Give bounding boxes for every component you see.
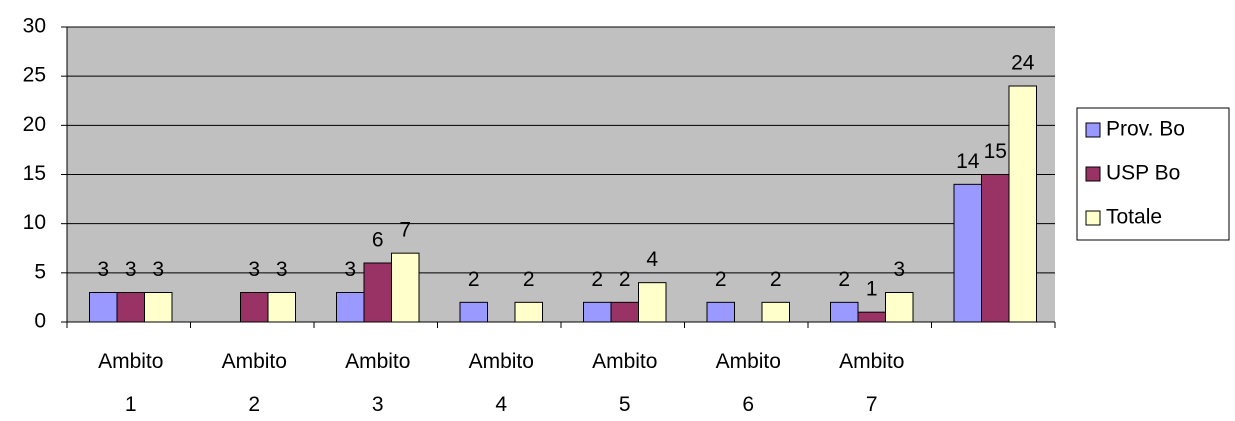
legend-swatch bbox=[1085, 166, 1101, 182]
x-tick-label: Ambito 6 bbox=[716, 350, 781, 416]
x-tick-label: Ambito 1 bbox=[98, 350, 163, 416]
bar bbox=[459, 301, 488, 323]
y-tick-label: 0 bbox=[34, 310, 46, 333]
y-tick-label: 15 bbox=[23, 162, 46, 185]
bar bbox=[144, 292, 173, 323]
y-tick-label: 25 bbox=[23, 64, 46, 87]
legend-label: USP Bo bbox=[1106, 162, 1180, 185]
bar bbox=[857, 311, 886, 323]
x-tick-label: Ambito 3 bbox=[345, 350, 410, 416]
bar bbox=[706, 301, 735, 323]
data-label: 4 bbox=[646, 248, 658, 271]
bar bbox=[514, 301, 543, 323]
bar bbox=[981, 174, 1010, 323]
bar bbox=[89, 292, 118, 323]
data-label: 3 bbox=[344, 258, 356, 281]
x-tick-label: Ambito 2 bbox=[222, 350, 287, 416]
bar bbox=[638, 282, 667, 323]
data-label: 2 bbox=[591, 268, 603, 291]
data-label: 3 bbox=[893, 258, 905, 281]
data-label: 2 bbox=[523, 268, 535, 291]
legend bbox=[1076, 107, 1230, 241]
y-tick-label: 10 bbox=[23, 211, 46, 234]
bar bbox=[363, 262, 392, 323]
bar bbox=[116, 292, 145, 323]
y-tick-label: 30 bbox=[23, 15, 46, 38]
bar bbox=[830, 301, 859, 323]
x-tick-label: Ambito 4 bbox=[469, 350, 534, 416]
data-label: 6 bbox=[372, 229, 384, 252]
x-tick-label: Ambito 5 bbox=[592, 350, 657, 416]
data-label: 3 bbox=[248, 258, 260, 281]
data-label: 2 bbox=[838, 268, 850, 291]
data-label: 3 bbox=[152, 258, 164, 281]
bar bbox=[610, 301, 639, 323]
data-label: 2 bbox=[770, 268, 782, 291]
bar bbox=[1008, 85, 1037, 323]
data-label: 7 bbox=[399, 219, 411, 242]
data-label: 24 bbox=[1011, 52, 1035, 75]
legend-label: Prov. Bo bbox=[1106, 118, 1185, 141]
y-tick-label: 20 bbox=[23, 113, 46, 136]
bar bbox=[267, 292, 296, 323]
data-label: 14 bbox=[956, 150, 980, 173]
bar bbox=[336, 292, 365, 323]
x-tick-label: Ambito 7 bbox=[839, 350, 904, 416]
legend-label: Totale bbox=[1106, 206, 1162, 229]
bar bbox=[583, 301, 612, 323]
data-label: 2 bbox=[619, 268, 631, 291]
data-label: 1 bbox=[866, 278, 878, 301]
bar bbox=[885, 292, 914, 323]
data-label: 15 bbox=[984, 140, 1007, 163]
bar bbox=[953, 183, 982, 323]
bar bbox=[391, 252, 420, 323]
data-label: 3 bbox=[276, 258, 288, 281]
data-label: 2 bbox=[468, 268, 480, 291]
data-label: 3 bbox=[97, 258, 109, 281]
legend-swatch bbox=[1085, 122, 1101, 138]
legend-swatch bbox=[1085, 210, 1101, 226]
bar bbox=[761, 301, 790, 323]
data-label: 2 bbox=[715, 268, 727, 291]
y-tick-label: 5 bbox=[34, 260, 46, 283]
data-label: 3 bbox=[125, 258, 137, 281]
bar bbox=[240, 292, 269, 323]
